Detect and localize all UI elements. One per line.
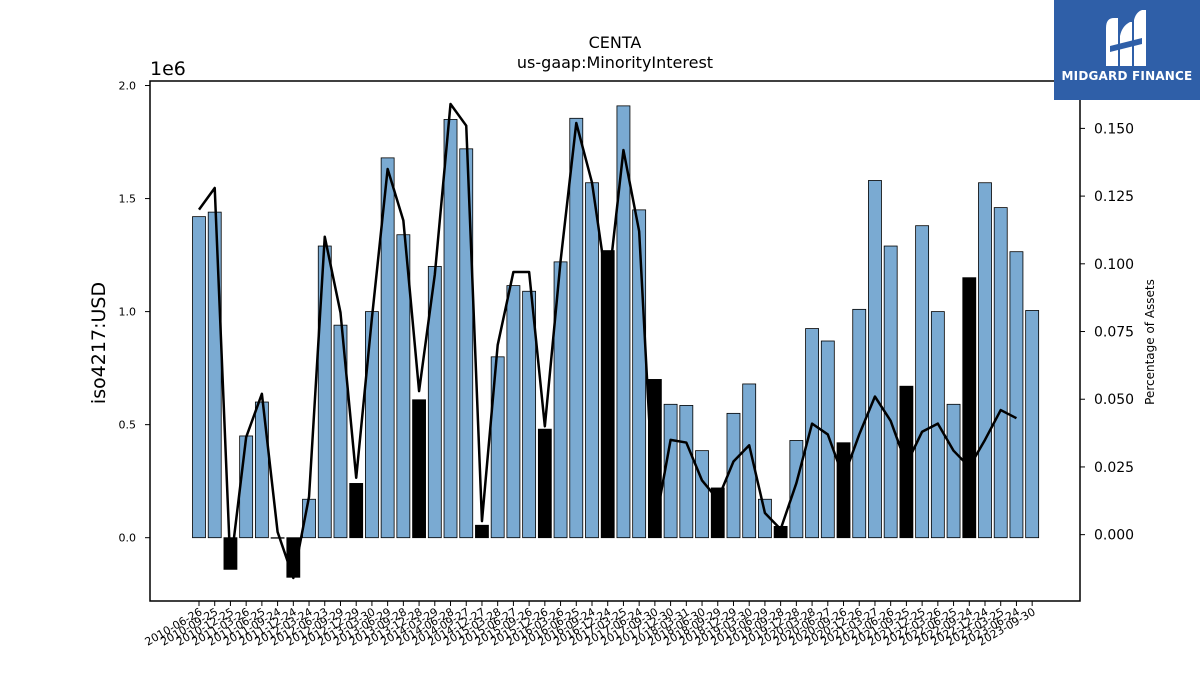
y2-tick-label: 0.100 [1094, 257, 1134, 273]
bar [207, 211, 222, 539]
y-offset-label: 1e6 [150, 58, 186, 80]
bar [412, 399, 426, 539]
y2-tick-label: 0.000 [1094, 528, 1134, 544]
line-group [197, 102, 1018, 580]
chart-title: CENTA [589, 33, 642, 52]
y2-tick-label: 0.125 [1094, 189, 1134, 205]
bar [459, 148, 474, 539]
bar [883, 245, 898, 539]
y2-tick-label: 0.075 [1094, 325, 1134, 341]
bar [820, 340, 835, 539]
bar [506, 285, 521, 539]
bar [789, 440, 804, 539]
bar [522, 290, 537, 539]
bar [317, 245, 332, 539]
y2-tick-label: 0.025 [1094, 460, 1134, 476]
bar [852, 308, 867, 539]
plot-frame [149, 80, 1081, 602]
bar [993, 207, 1008, 539]
bar [647, 379, 662, 539]
bar [946, 403, 961, 539]
midgard-finance-logo: MIDGARD FINANCE [1054, 0, 1200, 100]
bar [239, 435, 254, 539]
bar [585, 182, 599, 539]
y-axis-label: iso4217:USD [88, 282, 110, 404]
bar [192, 216, 206, 539]
text-group: CENTA us-gaap:MinorityInterest 1e6 iso42… [88, 33, 1157, 405]
bar [600, 250, 615, 539]
y-tick-label: 0.5 [119, 419, 137, 432]
bar [962, 277, 977, 539]
bar [679, 405, 694, 539]
y2-axis-label: Percentage of Assets [1143, 279, 1157, 405]
y-tick-label: 0.0 [119, 532, 137, 545]
bar [537, 428, 552, 539]
axes-group: 0.0 0.5 1.0 1.5 2.0 0.000 0.025 0.050 0.075 0.100… [119, 80, 1135, 649]
y2-tick-label: 0.050 [1094, 392, 1134, 408]
bar [836, 442, 851, 539]
bar [868, 180, 882, 539]
chart-subtitle: us-gaap:MinorityInterest [517, 53, 713, 72]
pct-of-assets-line [197, 102, 1018, 580]
midgard-logo-icon [1106, 10, 1146, 66]
bar [1009, 251, 1024, 539]
bar [805, 328, 819, 539]
bar [695, 450, 709, 539]
bar [569, 117, 584, 539]
bar [978, 182, 992, 539]
bar [254, 401, 269, 539]
bar [632, 209, 647, 539]
bar [742, 383, 757, 539]
y-tick-label: 1.5 [119, 193, 137, 206]
logo-text: MIDGARD FINANCE [1061, 69, 1193, 83]
bar [475, 524, 489, 539]
bar [270, 537, 285, 539]
y-tick-label: 2.0 [119, 80, 137, 93]
bar [396, 234, 411, 539]
bar [915, 225, 930, 539]
bar [380, 157, 395, 539]
y2-tick-label: 0.150 [1094, 121, 1134, 137]
bar [616, 105, 631, 539]
bar [365, 311, 379, 539]
bar [443, 119, 458, 539]
y-tick-label: 1.0 [119, 306, 137, 319]
bar [1025, 310, 1040, 539]
bar [710, 487, 725, 539]
bar [349, 483, 364, 539]
